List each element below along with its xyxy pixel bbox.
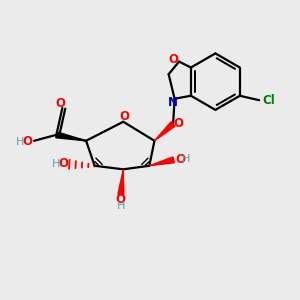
Polygon shape: [118, 169, 124, 195]
Polygon shape: [56, 132, 86, 141]
Text: O: O: [116, 194, 126, 206]
Text: H: H: [16, 137, 25, 147]
Text: O: O: [173, 117, 183, 130]
Text: O: O: [22, 135, 33, 148]
Text: N: N: [168, 96, 178, 109]
Text: O: O: [120, 110, 130, 123]
Text: Cl: Cl: [262, 94, 275, 107]
Text: H: H: [117, 201, 125, 211]
Text: O: O: [58, 157, 68, 170]
Text: H: H: [182, 154, 190, 164]
Text: O: O: [175, 153, 185, 166]
Text: H: H: [52, 159, 61, 169]
Polygon shape: [154, 122, 175, 141]
Text: O: O: [169, 53, 179, 66]
Text: O: O: [56, 97, 66, 110]
Polygon shape: [149, 157, 174, 166]
